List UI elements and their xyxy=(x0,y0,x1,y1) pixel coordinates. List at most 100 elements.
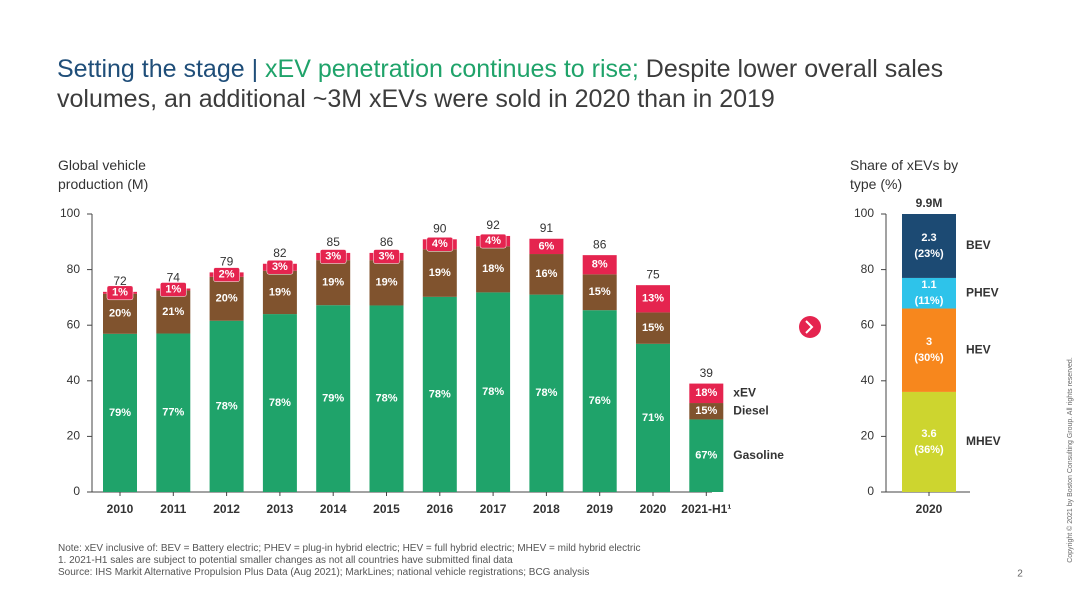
bar-segment xyxy=(902,308,956,392)
legend-label: xEV xyxy=(733,385,756,399)
bar-segment xyxy=(369,260,404,306)
bar-segment xyxy=(476,246,511,293)
total-label: 86 xyxy=(593,237,607,251)
bar-segment xyxy=(689,419,724,492)
x-tick-label: 2013 xyxy=(267,502,294,516)
x-tick-label: 2016 xyxy=(426,502,453,516)
y-tick-label: 60 xyxy=(861,317,875,331)
label-backing xyxy=(160,282,187,297)
bar-segment xyxy=(582,274,617,311)
total-label: 85 xyxy=(327,235,341,249)
segment-share: 6% xyxy=(538,240,554,252)
legend-label: PHEV xyxy=(966,285,999,299)
total-label: 90 xyxy=(433,221,447,235)
bar-segment xyxy=(156,290,191,334)
x-tick-label: 2017 xyxy=(480,502,507,516)
segment-share: 21% xyxy=(162,306,184,318)
note: Source: IHS Markit Alternative Propulsio… xyxy=(58,567,590,578)
total-label: 39 xyxy=(700,366,714,380)
segment-share: 13% xyxy=(642,293,664,305)
x-tick-label: 2015 xyxy=(373,502,400,516)
segment-share: 2% xyxy=(219,269,235,281)
label-backing xyxy=(266,259,294,275)
segment-share: 4% xyxy=(432,238,448,250)
total-label: 91 xyxy=(540,221,554,235)
total-label: 79 xyxy=(220,255,234,269)
segment-volume: 2.3 xyxy=(921,232,936,244)
total-label: 86 xyxy=(380,235,394,249)
legend-label: Gasoline xyxy=(733,448,784,462)
y-tick-label: 100 xyxy=(854,206,874,220)
segment-share: 78% xyxy=(216,400,238,412)
x-tick-label: 2020 xyxy=(916,502,943,516)
label-backing xyxy=(106,285,134,301)
legend-label: HEV xyxy=(966,342,991,356)
segment-share: 15% xyxy=(642,322,664,334)
segment-share: (36%) xyxy=(914,444,944,456)
label-backing xyxy=(213,267,240,282)
bar-segment xyxy=(209,276,244,321)
bar-segment xyxy=(689,403,724,420)
note: 1. 2021-H1 sales are subject to potentia… xyxy=(58,555,513,566)
copyright: Copyright © 2021 by Boston Consulting Gr… xyxy=(1066,357,1074,563)
x-tick-label: 2012 xyxy=(213,502,240,516)
y-tick-label: 80 xyxy=(861,262,875,276)
segment-share: 20% xyxy=(216,293,238,305)
y-tick-label: 80 xyxy=(67,262,81,276)
segment-share: 18% xyxy=(482,263,504,275)
title-part: xEV penetration continues to rise; xyxy=(265,55,639,83)
segment-share: 79% xyxy=(109,407,131,419)
segment-share: 19% xyxy=(429,267,451,279)
segment-share: 19% xyxy=(269,286,291,298)
x-tick-label: 2011 xyxy=(160,502,186,516)
bar-segment xyxy=(103,293,137,334)
bar-segment xyxy=(902,277,956,309)
total-label: 75 xyxy=(646,267,660,281)
segment-volume: 3.6 xyxy=(921,428,936,440)
x-tick-label: 2020 xyxy=(640,502,667,516)
bar-segment xyxy=(529,254,564,295)
note: Note: xEV inclusive of: BEV = Battery el… xyxy=(58,543,641,554)
label-backing xyxy=(319,249,347,264)
y-axis-title: Share of xEVs by type (%) xyxy=(850,157,959,192)
label-backing xyxy=(373,249,400,264)
bar-segment xyxy=(636,312,670,344)
bar-segment xyxy=(529,238,564,255)
x-tick-label: 2014 xyxy=(320,502,347,516)
bar-segment xyxy=(422,249,457,297)
segment-share: 3% xyxy=(272,261,288,273)
segment-volume: 1.1 xyxy=(921,279,936,291)
segment-share: 78% xyxy=(269,397,291,409)
bar-segment xyxy=(636,285,670,313)
y-tick-label: 40 xyxy=(67,373,81,387)
segment-share: (11%) xyxy=(915,295,944,307)
bar-segment xyxy=(156,333,191,492)
segment-share: 19% xyxy=(375,277,397,289)
segment-share: (30%) xyxy=(914,352,944,364)
segment-share: 16% xyxy=(535,268,557,280)
arrow-icon xyxy=(799,316,821,338)
x-tick-label: 2010 xyxy=(107,502,134,516)
segment-volume: 3 xyxy=(926,336,932,348)
segment-share: 77% xyxy=(162,407,184,419)
y-tick-label: 20 xyxy=(67,429,81,443)
segment-share: 67% xyxy=(695,450,717,462)
segment-share: 8% xyxy=(592,259,608,271)
slide-title: Setting the stage | xEV penetration cont… xyxy=(57,54,1007,114)
segment-share: 18% xyxy=(695,387,717,399)
segment-share: 76% xyxy=(589,395,611,407)
total-label: 82 xyxy=(273,246,287,260)
y-tick-label: 60 xyxy=(67,317,81,331)
bar-segment xyxy=(582,255,617,275)
total-label: 74 xyxy=(167,271,181,285)
bar-segment xyxy=(529,294,564,492)
y-tick-label: 40 xyxy=(861,373,875,387)
label-backing xyxy=(479,233,507,249)
bar-segment xyxy=(689,383,724,404)
segment-share: 4% xyxy=(485,235,501,247)
legend-label: BEV xyxy=(966,238,991,252)
segment-share: 1% xyxy=(112,287,128,299)
bar-segment xyxy=(103,333,137,492)
x-tick-label: 2021-H1¹ xyxy=(681,502,731,516)
